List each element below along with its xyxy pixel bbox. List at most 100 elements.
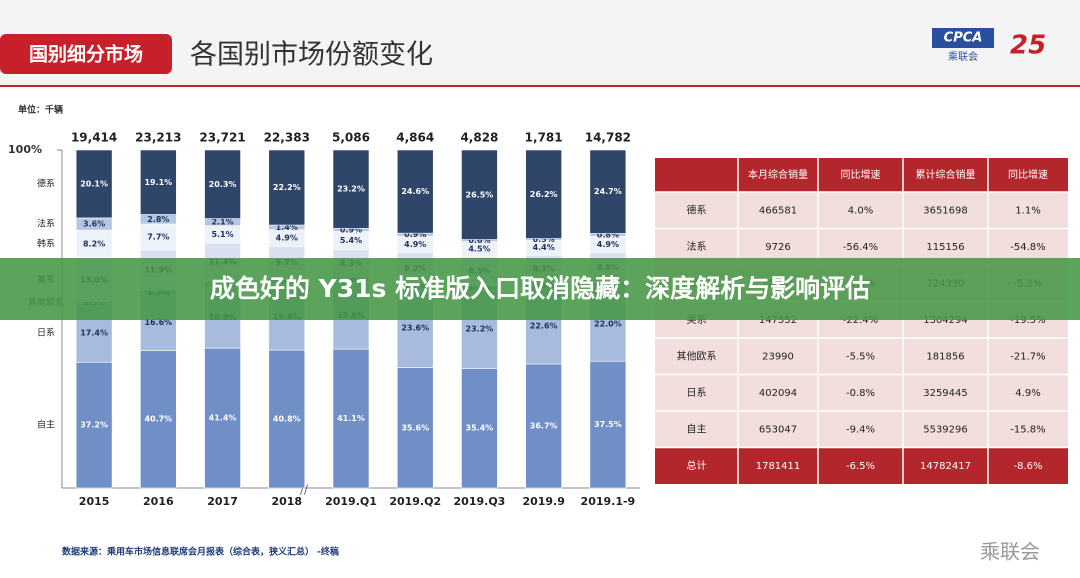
total-label: 23,721 [199,131,245,145]
total-label: 4,864 [396,131,434,145]
bar-segment [396,149,434,234]
segment-label: 41.4% [209,414,237,423]
banner [0,258,1080,320]
table-header-bg [655,158,1068,192]
segment-label: 26.2% [530,190,558,199]
table-cell: 1304294 [923,315,968,326]
segment-label: 23.2% [337,185,365,194]
anniversary-mark: 25 [1010,31,1046,61]
table-cell: 自主 [687,422,707,435]
total-label: 23,213 [135,131,181,145]
bar-segment [461,149,498,240]
total-label: 22,383 [264,131,310,145]
bar-segment [525,363,562,489]
banner-text: 成色好的 Y31s 标准版入口取消隐藏：深度解析与影响评估 [210,274,870,303]
segment-label: 20.1% [80,179,108,188]
segment-label: 4.9% [404,240,426,249]
watermark: 乘联会 [980,540,1040,564]
series-label: 自主 [37,419,55,431]
table-cell: -22.4% [843,315,878,326]
series-label: 日系 [37,327,55,338]
table-cell: 4.0% [848,205,873,216]
bar-segment [75,149,113,219]
table-cell: 其他欧系 [677,349,717,362]
table-header: 同比增速 [841,168,881,181]
y-tick-label: 100% [8,143,42,156]
bar-segment [396,367,434,489]
segment-label: 37.5% [594,420,622,429]
series-label: 法系 [37,218,55,230]
table-cell: 总计 [687,459,707,472]
table-cell: -0.8% [846,388,875,399]
table-cell: 147552 [759,315,797,326]
segment-label: 0.5% [533,235,555,244]
x-tick-label: 2019.Q1 [325,495,377,508]
table-cell: 115156 [926,242,964,253]
table-cell: 德系 [687,203,707,216]
table-cell: 1.1% [1015,205,1040,216]
bar-segment [140,149,177,215]
table-cell: 653047 [759,424,797,435]
table-cell: 466581 [759,205,797,216]
segment-label: 40.8% [273,415,301,424]
segment-label: 24.7% [594,187,622,196]
segment-label: 22.0% [594,320,622,329]
total-label: 5,086 [332,131,370,145]
bar-segment [204,347,241,489]
table-cell: 181856 [926,351,964,362]
axis-break: // [300,483,309,497]
header-band [0,0,1080,86]
bar-segment [589,360,627,489]
segment-label: 19.1% [144,178,172,187]
table-cell: 14782417 [920,461,971,472]
bar-segment [332,149,370,229]
table-cell: -5.5% [846,351,875,362]
segment-label: 37.2% [80,421,108,430]
table-cell: 23990 [762,351,794,362]
logo-box [932,28,994,48]
table-cell: -19.5% [1010,315,1045,326]
segment-label: 2.8% [147,215,169,224]
bar-segment [332,348,370,489]
bar-segment [75,229,113,259]
table-cell: 4.9% [1015,388,1040,399]
segment-label: 36.7% [530,421,558,430]
source-note: 数据来源：乘用车市场信息联席会月报表（综合表，狭义汇总） -终稿 [62,546,339,558]
table-cell: -56.4% [843,242,878,253]
x-tick-label: 2019.9 [522,495,564,508]
bar-segment [268,149,306,226]
total-label: 14,782 [585,131,631,145]
table-header: 本月综合销量 [748,168,808,181]
segment-label: 26.5% [466,190,494,199]
segment-label: 16.6% [144,318,172,327]
table-cell: -54.8% [1010,242,1045,253]
table-cell: 日系 [687,387,707,399]
x-tick-label: 2019.1-9 [581,495,636,508]
x-tick-label: 2019.Q3 [454,495,506,508]
table-cell: -6.5% [846,461,875,472]
table-header: 累计综合销量 [916,168,976,181]
segment-label: 20.3% [209,180,237,189]
total-label: 1,781 [525,131,563,145]
bar-segment [461,368,498,489]
x-tick-label: 2018 [271,495,302,508]
bar-segment [589,149,627,234]
table-cell: 1781411 [756,461,801,472]
table-cell: -21.7% [1010,351,1045,362]
table-cell: 5539296 [923,424,968,435]
segment-label: 8.2% [83,239,105,248]
table-cell: -8.6% [1013,461,1042,472]
x-tick-label: 2016 [143,495,174,508]
segment-label: 22.6% [530,321,558,330]
series-label: 韩系 [37,237,55,249]
section-title: 国别细分市场 [29,43,143,66]
table-total-bg [655,447,1068,484]
segment-label: 23.2% [466,325,494,334]
segment-label: 41.1% [337,414,365,423]
segment-label: 4.5% [468,245,490,254]
x-tick-label: 2019.Q2 [389,495,441,508]
segment-label: 0.9% [404,230,426,239]
table-cell: 9726 [765,242,790,253]
table-cell: -15.8% [1010,424,1045,435]
